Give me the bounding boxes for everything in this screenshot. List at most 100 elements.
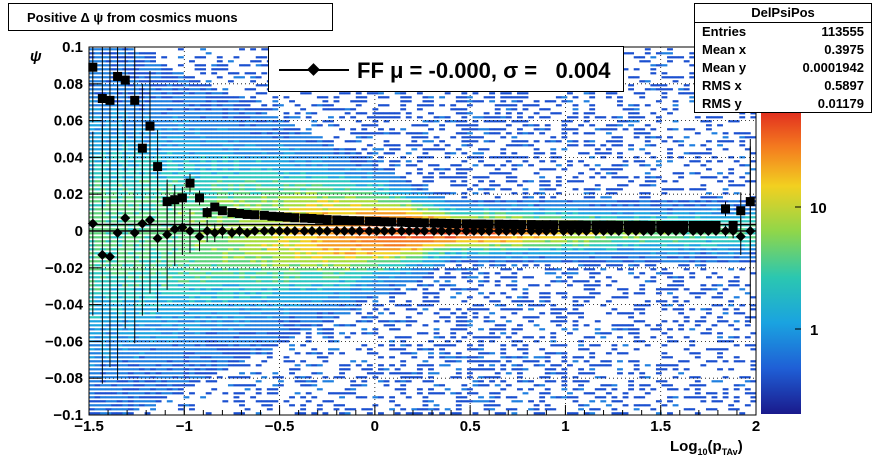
heatmap-cell [239, 276, 245, 279]
heatmap-cell [277, 120, 284, 123]
heatmap-cell [127, 144, 134, 147]
heatmap-cell [439, 356, 446, 359]
heatmap-cell [289, 168, 295, 171]
heatmap-cell [250, 172, 257, 175]
heatmap-cell [466, 360, 473, 363]
heatmap-cell [144, 232, 151, 235]
heatmap-cell [122, 380, 129, 383]
heatmap-cell [328, 104, 334, 107]
heatmap-cell [322, 208, 329, 211]
heatmap-cell [139, 64, 145, 67]
heatmap-cell [439, 252, 446, 255]
heatmap-cell [366, 144, 373, 147]
heatmap-cell [405, 308, 412, 311]
heatmap-cell [161, 312, 168, 315]
heatmap-cell [189, 176, 195, 179]
heatmap-cell [216, 148, 223, 151]
heatmap-cell [172, 264, 179, 267]
heatmap-cell [222, 368, 229, 371]
heatmap-cell [277, 376, 284, 379]
heatmap-cell [433, 336, 440, 339]
heatmap-cell [150, 104, 156, 107]
heatmap-cell [172, 80, 179, 83]
heatmap-cell [378, 312, 384, 315]
heatmap-cell [478, 116, 484, 119]
heatmap-cell [444, 364, 451, 367]
heatmap-cell [177, 220, 184, 223]
heatmap-cell [439, 336, 446, 339]
heatmap-cell [289, 184, 295, 187]
heatmap-cell [111, 136, 118, 139]
heatmap-cell [116, 48, 123, 51]
heatmap-cell [133, 240, 140, 243]
heatmap-cell [261, 344, 268, 347]
heatmap-cell [233, 176, 240, 179]
heatmap-cell [394, 208, 401, 211]
heatmap-cell [472, 152, 479, 155]
heatmap-cell [333, 164, 340, 167]
heatmap-cell [133, 116, 140, 119]
heatmap-cell [155, 352, 162, 355]
heatmap-cell [333, 148, 340, 151]
heatmap-cell [216, 352, 223, 355]
heatmap-cell [127, 404, 134, 407]
heatmap-cell [394, 280, 401, 283]
heatmap-cell [411, 136, 418, 139]
heatmap-cell [133, 392, 140, 395]
heatmap-cell [272, 120, 279, 123]
heatmap-cell [94, 356, 101, 359]
heatmap-cell [333, 392, 340, 395]
heatmap-cell [150, 392, 156, 395]
heatmap-cell [150, 396, 156, 399]
heatmap-cell [466, 376, 473, 379]
heatmap-cell [139, 76, 145, 79]
heatmap-cell [366, 188, 373, 191]
heatmap-cell [372, 92, 379, 95]
heatmap-cell [366, 192, 373, 195]
heatmap-cell [111, 344, 118, 347]
heatmap-cell [428, 196, 434, 199]
heatmap-cell [127, 108, 134, 111]
heatmap-cell [277, 312, 284, 315]
heatmap-cell [322, 360, 329, 363]
heatmap-cell [94, 252, 101, 255]
heatmap-cell [272, 308, 279, 311]
heatmap-cell [144, 148, 151, 151]
heatmap-cell [328, 348, 334, 351]
heatmap-cell [100, 232, 106, 235]
heatmap-cell [105, 232, 112, 235]
heatmap-cell [166, 88, 173, 91]
heatmap-cell [177, 136, 184, 139]
heatmap-cell [372, 112, 379, 115]
heatmap-cell [194, 232, 201, 235]
heatmap-cell [294, 140, 301, 143]
heatmap-cell [255, 252, 262, 255]
heatmap-cell [200, 352, 207, 355]
heatmap-cell [255, 192, 262, 195]
heatmap-cell [200, 364, 207, 367]
heatmap-cell [150, 244, 156, 247]
heatmap-cell [322, 280, 329, 283]
heatmap-cell [122, 336, 129, 339]
heatmap-cell [311, 300, 318, 303]
heatmap-cell [322, 212, 329, 215]
heatmap-cell [166, 264, 173, 267]
heatmap-cell [366, 260, 373, 263]
heatmap-cell [155, 264, 162, 267]
heatmap-cell [322, 240, 329, 243]
heatmap-cell [244, 112, 251, 115]
heatmap-cell [277, 324, 284, 327]
heatmap-cell [294, 412, 301, 415]
heatmap-cell [433, 204, 440, 207]
heatmap-cell [450, 180, 457, 183]
heatmap-cell [461, 256, 468, 259]
heatmap-cell [250, 344, 257, 347]
heatmap-cell [277, 316, 284, 319]
heatmap-cell [400, 236, 407, 239]
heatmap-cell [161, 384, 168, 387]
heatmap-cell [183, 396, 190, 399]
heatmap-cell [300, 376, 307, 379]
heatmap-cell [383, 188, 390, 191]
heatmap-cell [322, 188, 329, 191]
heatmap-cell [161, 168, 168, 171]
